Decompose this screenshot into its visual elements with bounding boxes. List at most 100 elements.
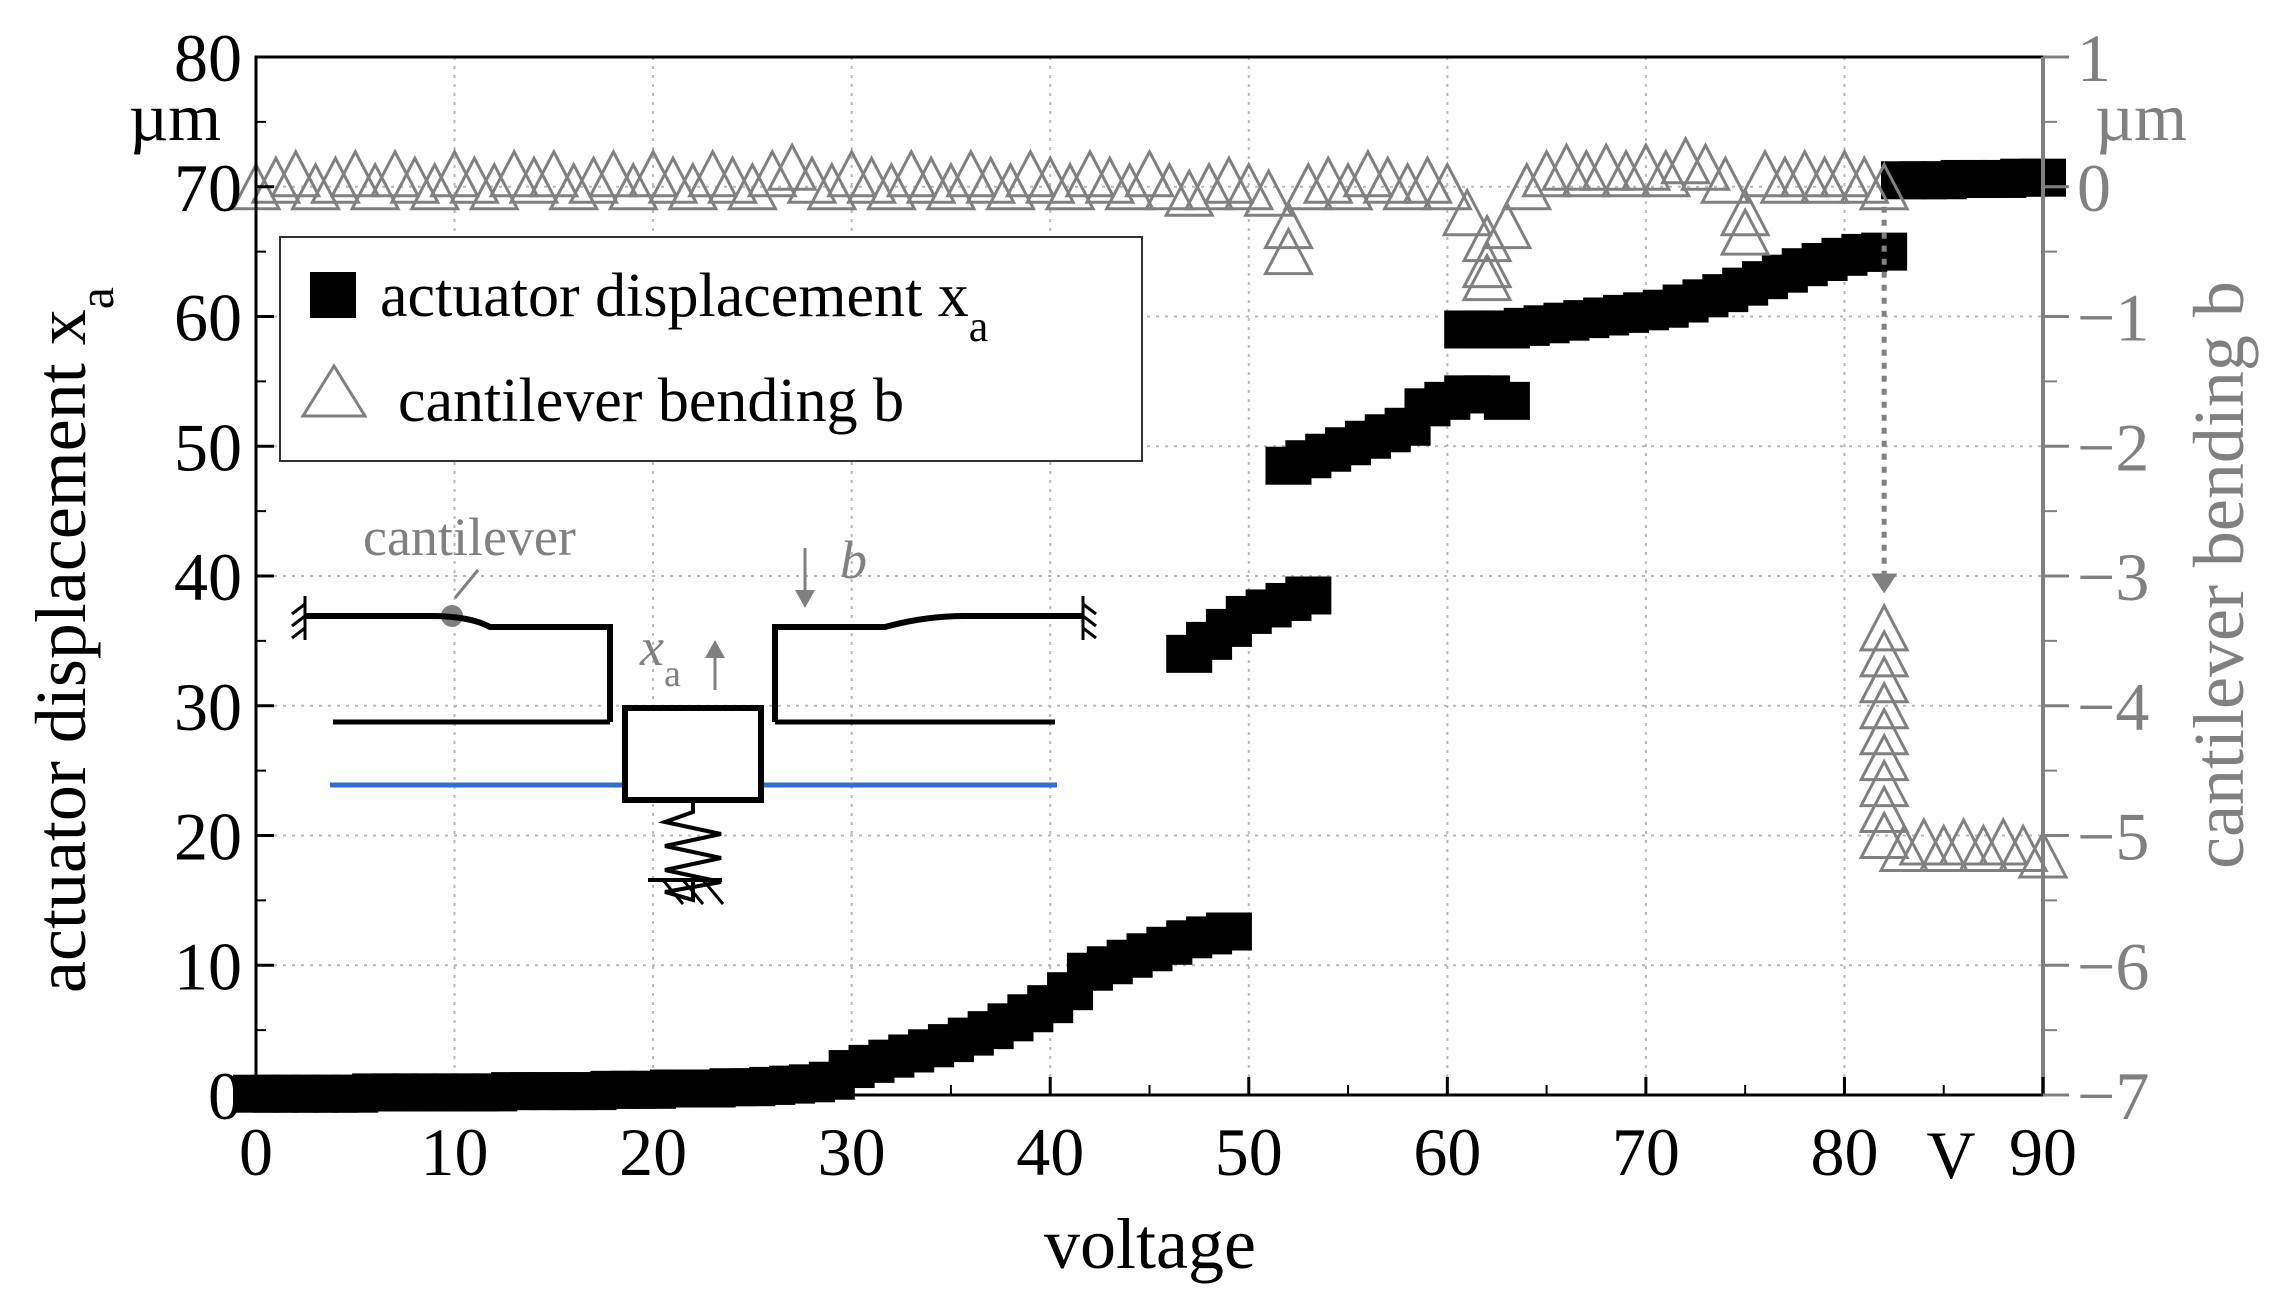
legend-triangle-marker xyxy=(300,363,368,418)
y-left-tick-label: 60 xyxy=(174,280,242,356)
inset-b-arrowhead xyxy=(795,590,815,608)
point-cantilever xyxy=(1322,161,1374,211)
point-cantilever xyxy=(985,161,1036,211)
y-left-tick-label: 80 xyxy=(174,20,242,96)
point-cantilever xyxy=(607,161,659,211)
point-cantilever xyxy=(1858,706,1910,756)
ticks: 0 10 20 30 40 50 60 70 80 9001020304050607080−7−6… xyxy=(174,20,2149,1190)
point-cantilever xyxy=(1461,239,1513,289)
point-actuator xyxy=(1483,381,1530,420)
inset-diagram: cantilever xyxy=(291,507,1097,905)
point-cantilever xyxy=(1640,148,1692,198)
y-left-tick-label: 0 xyxy=(208,1058,242,1134)
y-left-tick-label: 70 xyxy=(174,150,242,226)
inset-left-cantilever xyxy=(305,613,613,722)
inset-actuator-box xyxy=(622,705,764,803)
point-cantilever xyxy=(1719,187,1771,237)
inset-right-cantilever xyxy=(772,613,1083,722)
point-cantilever xyxy=(1739,148,1791,198)
point-cantilever xyxy=(1858,628,1910,678)
x-tick-label: 30 xyxy=(818,1114,886,1190)
legend: actuator displacement xa cantilever bend… xyxy=(279,236,1143,462)
point-cantilever xyxy=(1957,823,2009,872)
inset-xa-label: xa xyxy=(639,617,681,695)
point-cantilever xyxy=(1858,680,1910,730)
y-left-title-sub: a xyxy=(68,287,124,309)
inset-pointer-line xyxy=(453,569,480,599)
y-right-tick-label: 0 xyxy=(2077,150,2111,226)
inset-cantilever-label: cantilever xyxy=(363,507,576,567)
x-tick-label: 20 xyxy=(619,1114,687,1190)
legend-square-marker xyxy=(310,272,356,318)
point-cantilever xyxy=(1183,161,1235,211)
y-left-tick-label: 30 xyxy=(174,669,242,745)
x-tick-label: 50 xyxy=(1215,1114,1283,1190)
point-cantilever xyxy=(1263,226,1314,276)
point-cantilever xyxy=(806,161,858,211)
point-cantilever xyxy=(528,148,580,198)
legend-actuator-text: actuator displacement x xyxy=(380,262,969,330)
point-cantilever xyxy=(1779,148,1831,198)
y-left-tick-label: 50 xyxy=(174,409,242,485)
point-cantilever xyxy=(1203,155,1255,204)
y-right-tick-label: −6 xyxy=(2077,928,2149,1004)
point-cantilever xyxy=(1382,161,1434,211)
x-tick-label: 10 xyxy=(421,1114,489,1190)
point-cantilever xyxy=(1441,187,1493,237)
point-cantilever xyxy=(1163,167,1215,217)
legend-actuator-sub: a xyxy=(969,302,989,351)
point-cantilever xyxy=(1481,200,1533,250)
x-tick-label: 70 xyxy=(1612,1114,1680,1190)
inset-b-label: b xyxy=(840,530,867,590)
point-cantilever xyxy=(1858,602,1910,652)
point-cantilever xyxy=(1878,823,1930,872)
y-right-axis-title: cantilever bending b xyxy=(2179,281,2259,869)
point-cantilever xyxy=(309,155,361,204)
y-right-tick-label: −4 xyxy=(2077,669,2149,745)
point-cantilever xyxy=(1124,148,1175,198)
point-cantilever xyxy=(766,142,818,191)
point-cantilever xyxy=(349,161,401,211)
x-tick-label: 0 xyxy=(239,1114,273,1190)
point-cantilever xyxy=(1580,142,1632,191)
point-actuator xyxy=(1285,576,1332,615)
y-left-tick-label: 10 xyxy=(174,928,242,1004)
point-cantilever xyxy=(865,161,917,211)
point-cantilever xyxy=(1263,200,1314,250)
point-cantilever xyxy=(1540,142,1592,191)
point-cantilever xyxy=(250,155,302,204)
point-cantilever xyxy=(1560,148,1612,198)
point-cantilever xyxy=(667,161,719,211)
inset-xa-arrowhead xyxy=(705,640,725,658)
y-right-tick-label: −1 xyxy=(2077,280,2149,356)
legend-label-cantilever: cantilever bending b xyxy=(398,367,904,435)
x-axis-title: voltage xyxy=(1044,1204,1256,1284)
y-left-tick-label: 20 xyxy=(174,799,242,875)
point-cantilever xyxy=(1858,758,1910,808)
point-cantilever xyxy=(508,155,560,204)
point-cantilever xyxy=(1104,161,1156,211)
inset-xa-text: x xyxy=(639,617,664,677)
point-cantilever xyxy=(468,161,520,211)
point-cantilever xyxy=(1977,816,2029,866)
x-tick-label: 80 xyxy=(1810,1114,1878,1190)
y-left-unit: µm xyxy=(129,79,221,155)
x-tick-label: 90 xyxy=(2009,1114,2077,1190)
y-left-tick-label: 40 xyxy=(174,539,242,615)
point-cantilever xyxy=(746,148,798,198)
inset-spring-hatch xyxy=(661,879,725,905)
point-cantilever xyxy=(1858,784,1910,834)
point-actuator xyxy=(1205,912,1252,951)
x-tick-label: 60 xyxy=(1413,1114,1481,1190)
y-right-tick-label: −2 xyxy=(2077,409,2149,485)
point-cantilever xyxy=(568,155,620,204)
point-cantilever xyxy=(1461,252,1513,302)
point-cantilever xyxy=(1938,816,1990,866)
legend-box xyxy=(279,236,1143,462)
annotation-arrowhead xyxy=(1871,573,1898,594)
point-cantilever xyxy=(1858,732,1910,782)
x-unit: V xyxy=(1926,1117,1975,1193)
y-right-unit: µm xyxy=(2095,79,2187,155)
point-cantilever xyxy=(1282,161,1334,211)
